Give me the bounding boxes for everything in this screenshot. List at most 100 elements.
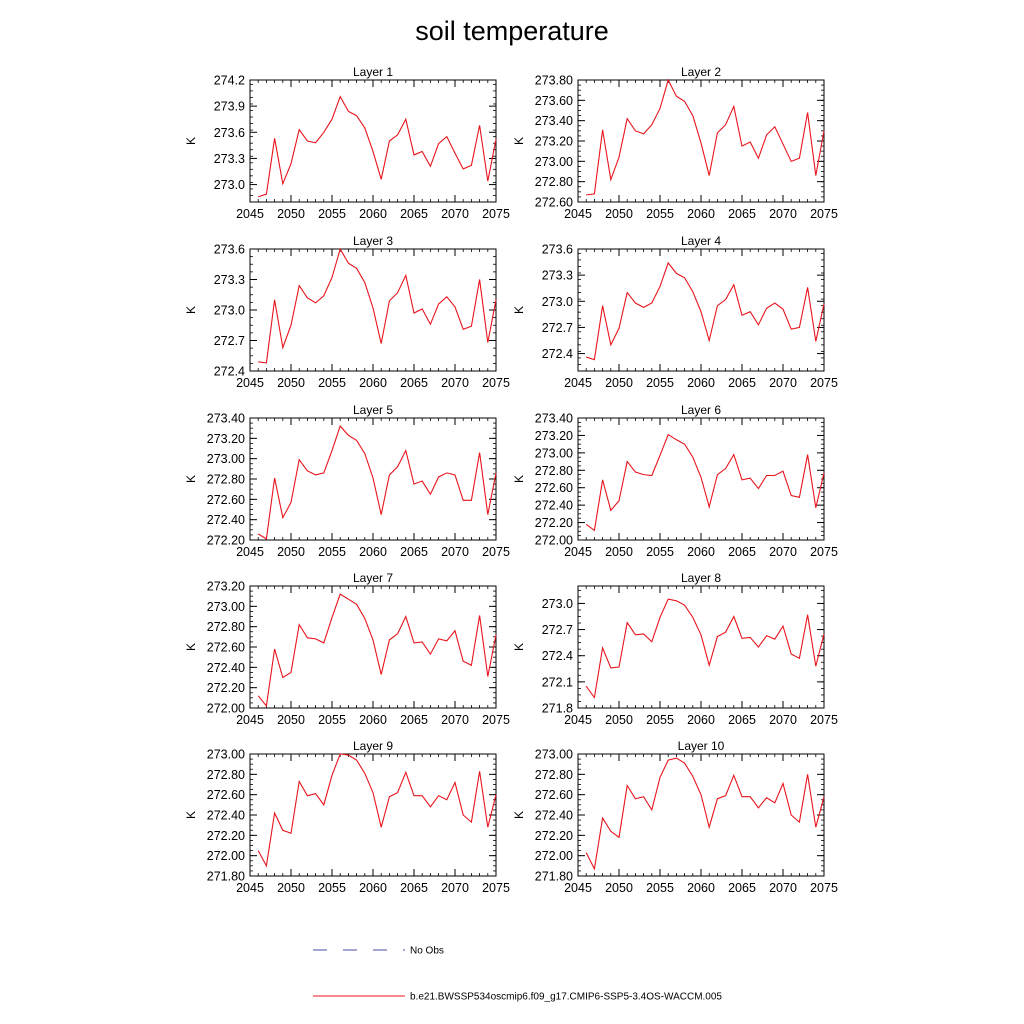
x-tick-label: 2070 <box>441 713 469 727</box>
x-tick-label: 2070 <box>441 376 469 390</box>
x-tick-label: 2070 <box>441 207 469 221</box>
y-axis-label: K <box>184 643 198 651</box>
x-tick-label: 2050 <box>277 207 305 221</box>
y-tick-label: 272.40 <box>207 513 245 527</box>
y-tick-label: 273.9 <box>214 100 245 114</box>
y-tick-label: 271.80 <box>535 870 573 884</box>
x-tick-label: 2060 <box>359 545 387 559</box>
x-tick-label: 2075 <box>482 545 510 559</box>
x-tick-label: 2070 <box>769 207 797 221</box>
y-tick-label: 273.40 <box>535 412 573 426</box>
panel-4: Layer 4 K 2045 2050 2055 2060 2065 2070 2075 272.… <box>512 234 838 390</box>
x-tick-label: 2050 <box>605 207 633 221</box>
plot-frame <box>249 79 497 203</box>
y-axis-label: K <box>512 811 526 819</box>
x-tick-label: 2055 <box>318 881 346 895</box>
x-tick-label: 2070 <box>769 545 797 559</box>
x-tick-label: 2045 <box>236 376 264 390</box>
x-tick-label: 2065 <box>400 207 428 221</box>
model-series-line <box>257 425 497 540</box>
panel-title: Layer 7 <box>353 571 393 585</box>
x-tick-label: 2055 <box>318 713 346 727</box>
x-tick-label: 2055 <box>646 207 674 221</box>
x-tick-label: 2045 <box>564 713 592 727</box>
y-tick-label: 274.2 <box>214 74 245 88</box>
x-tick-label: 2055 <box>318 545 346 559</box>
x-tick-label: 2075 <box>810 545 838 559</box>
x-tick-label: 2065 <box>728 713 756 727</box>
model-series-line <box>258 95 497 198</box>
panel-8: Layer 8 K 2045 2050 2055 2060 2065 2070 2075 271.… <box>512 571 838 727</box>
y-tick-label: 273.00 <box>535 155 573 169</box>
x-tick-label: 2065 <box>400 545 428 559</box>
y-tick-label: 272.00 <box>535 534 573 548</box>
y-tick-label: 273.20 <box>207 580 245 594</box>
y-tick-label: 273.0 <box>214 178 245 192</box>
x-tick-label: 2045 <box>564 376 592 390</box>
plot-frame <box>577 248 825 372</box>
y-tick-label: 272.60 <box>207 788 245 802</box>
panel-title: Layer 2 <box>681 65 721 79</box>
x-tick-label: 2075 <box>482 207 510 221</box>
x-tick-label: 2045 <box>236 881 264 895</box>
x-tick-label: 2050 <box>277 545 305 559</box>
panel-title: Layer 10 <box>678 739 725 753</box>
y-tick-label: 272.60 <box>207 641 245 655</box>
y-tick-label: 273.6 <box>214 243 245 257</box>
y-tick-label: 273.3 <box>542 269 573 283</box>
y-tick-label: 273.00 <box>535 748 573 762</box>
y-axis-label: K <box>512 475 526 483</box>
y-tick-label: 273.40 <box>207 412 245 426</box>
y-tick-label: 272.00 <box>535 849 573 863</box>
y-axis-label: K <box>184 475 198 483</box>
y-tick-label: 272.00 <box>207 849 245 863</box>
panel-7: Layer 7 K 2045 2050 2055 2060 2065 2070 2075 272.… <box>184 571 510 727</box>
x-tick-label: 2060 <box>687 713 715 727</box>
x-tick-label: 2065 <box>728 207 756 221</box>
x-tick-label: 2045 <box>564 881 592 895</box>
y-tick-label: 271.8 <box>542 702 573 716</box>
y-tick-label: 273.20 <box>535 135 573 149</box>
x-tick-label: 2060 <box>359 376 387 390</box>
figure-title: soil temperature <box>415 16 609 46</box>
y-axis-label: K <box>184 811 198 819</box>
y-tick-label: 272.80 <box>535 768 573 782</box>
x-tick-label: 2045 <box>564 207 592 221</box>
panels: Layer 1 K 2045 2050 2055 2060 2065 2070 2075 273.… <box>184 65 838 895</box>
y-tick-label: 272.20 <box>207 681 245 695</box>
model-series-line <box>257 593 497 708</box>
x-tick-label: 2045 <box>564 545 592 559</box>
model-series-line <box>585 598 825 699</box>
y-tick-label: 273.0 <box>214 304 245 318</box>
y-tick-label: 272.1 <box>542 675 573 689</box>
y-tick-label: 272.4 <box>542 649 573 663</box>
y-tick-label: 272.40 <box>535 809 573 823</box>
y-tick-label: 272.60 <box>535 196 573 210</box>
y-tick-label: 272.40 <box>207 809 245 823</box>
plot-frame <box>577 753 825 877</box>
x-tick-label: 2065 <box>400 881 428 895</box>
y-tick-label: 272.60 <box>535 481 573 495</box>
y-tick-label: 272.40 <box>535 499 573 513</box>
model-series-line <box>586 261 825 361</box>
plot-frame <box>577 79 825 203</box>
x-tick-label: 2070 <box>441 545 469 559</box>
y-tick-label: 273.6 <box>214 126 245 140</box>
x-tick-label: 2065 <box>728 376 756 390</box>
y-tick-label: 272.20 <box>207 534 245 548</box>
y-tick-label: 272.20 <box>207 829 245 843</box>
y-tick-label: 273.20 <box>535 429 573 443</box>
x-tick-label: 2075 <box>810 713 838 727</box>
x-tick-label: 2065 <box>728 881 756 895</box>
x-tick-label: 2060 <box>359 713 387 727</box>
y-tick-label: 273.3 <box>214 273 245 287</box>
y-tick-label: 273.20 <box>207 432 245 446</box>
y-tick-label: 272.7 <box>542 623 573 637</box>
y-tick-label: 272.80 <box>207 768 245 782</box>
x-tick-label: 2060 <box>359 207 387 221</box>
x-tick-label: 2065 <box>400 713 428 727</box>
y-axis-label: K <box>184 137 198 145</box>
x-tick-label: 2070 <box>769 376 797 390</box>
legend: No Obs b.e21.BWSSP534oscmip6.f09_g17.CMI… <box>313 946 722 1003</box>
